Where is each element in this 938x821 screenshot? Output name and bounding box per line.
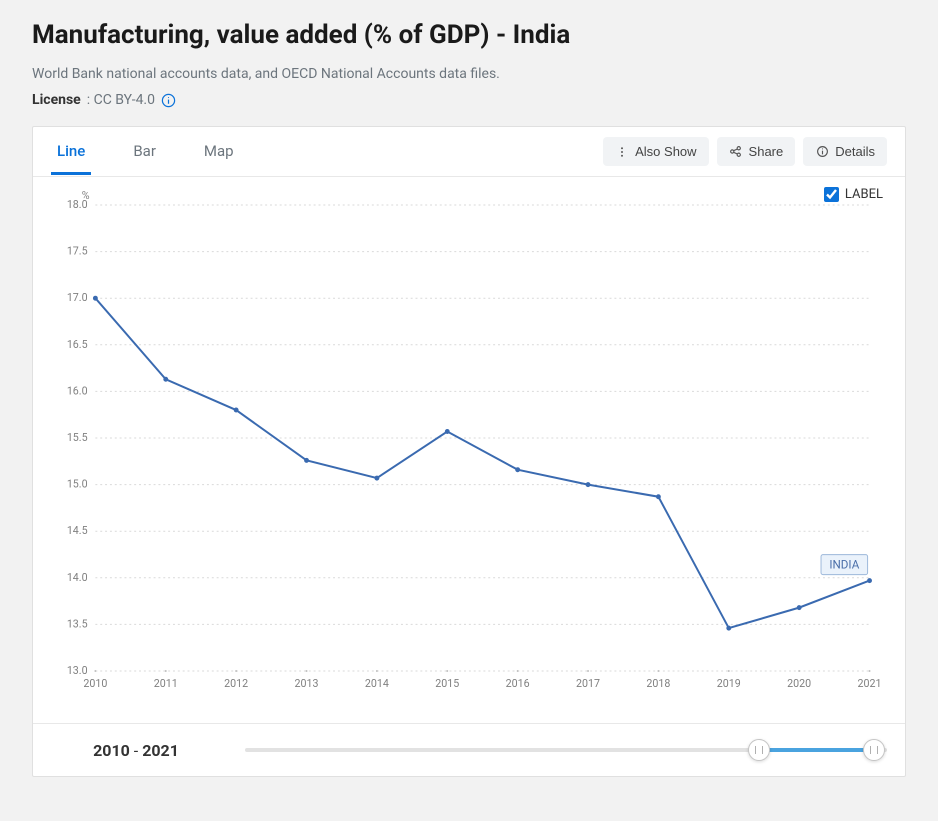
svg-text:14.5: 14.5 (67, 524, 88, 537)
tab-map[interactable]: Map (198, 128, 240, 175)
svg-text:INDIA: INDIA (829, 557, 859, 571)
svg-text:2014: 2014 (365, 677, 389, 690)
toolbar: Line Bar Map Also Show Share Det (33, 127, 905, 177)
svg-text:14.0: 14.0 (67, 571, 88, 584)
details-button[interactable]: Details (803, 137, 887, 166)
svg-text:2011: 2011 (154, 677, 178, 690)
details-icon (815, 145, 829, 159)
slider-handle-end[interactable] (863, 739, 885, 761)
view-tabs: Line Bar Map (51, 128, 240, 175)
share-label: Share (749, 144, 784, 159)
svg-text:17.5: 17.5 (67, 244, 88, 257)
svg-text:13.5: 13.5 (67, 617, 88, 630)
svg-text:2013: 2013 (295, 677, 319, 690)
toolbar-actions: Also Show Share Details (603, 127, 887, 176)
svg-text:2019: 2019 (717, 677, 741, 690)
svg-text:13.0: 13.0 (67, 664, 88, 677)
license-value: : CC BY-4.0 (87, 92, 155, 108)
svg-text:16.0: 16.0 (67, 384, 88, 397)
slider-track-active (759, 748, 875, 752)
svg-text:18.0: 18.0 (67, 198, 88, 211)
svg-text:2018: 2018 (646, 677, 670, 690)
source-subtitle: World Bank national accounts data, and O… (32, 66, 906, 82)
also-show-label: Also Show (635, 144, 696, 159)
page-title: Manufacturing, value added (% of GDP) - … (32, 20, 906, 50)
info-icon[interactable] (161, 93, 176, 108)
svg-text:2015: 2015 (435, 677, 459, 690)
tab-bar[interactable]: Bar (127, 128, 162, 175)
svg-text:17.0: 17.0 (67, 291, 88, 304)
svg-text:2020: 2020 (787, 677, 811, 690)
svg-text:15.0: 15.0 (67, 477, 88, 490)
license-label: License (32, 92, 81, 108)
details-label: Details (835, 144, 875, 159)
tab-line[interactable]: Line (51, 128, 91, 175)
svg-text:2017: 2017 (576, 677, 600, 690)
time-footer: 2010 - 2021 (33, 723, 905, 776)
svg-text:2021: 2021 (858, 677, 882, 690)
chart-area: LABEL %13.013.514.014.515.015.516.016.51… (33, 177, 905, 723)
license-row: License : CC BY-4.0 (32, 92, 906, 108)
line-chart: %13.013.514.014.515.015.516.016.517.017.… (43, 185, 887, 705)
svg-text:16.5: 16.5 (67, 338, 88, 351)
range-dash: - (134, 741, 142, 760)
share-button[interactable]: Share (717, 137, 796, 166)
svg-text:2016: 2016 (506, 677, 530, 690)
range-end: 2021 (142, 741, 179, 760)
chart-card: Line Bar Map Also Show Share Det (32, 126, 906, 777)
slider-handle-start[interactable] (748, 739, 770, 761)
range-start: 2010 (93, 741, 130, 760)
label-toggle[interactable]: LABEL (824, 187, 883, 202)
time-range-label: 2010 - 2021 (51, 741, 221, 760)
svg-text:2010: 2010 (83, 677, 107, 690)
label-checkbox-text: LABEL (845, 187, 883, 202)
share-icon (729, 145, 743, 159)
also-show-button[interactable]: Also Show (603, 137, 708, 166)
more-vertical-icon (615, 145, 629, 159)
svg-text:15.5: 15.5 (67, 431, 88, 444)
label-checkbox[interactable] (824, 187, 839, 202)
svg-text:2012: 2012 (224, 677, 248, 690)
time-slider[interactable] (245, 740, 887, 760)
